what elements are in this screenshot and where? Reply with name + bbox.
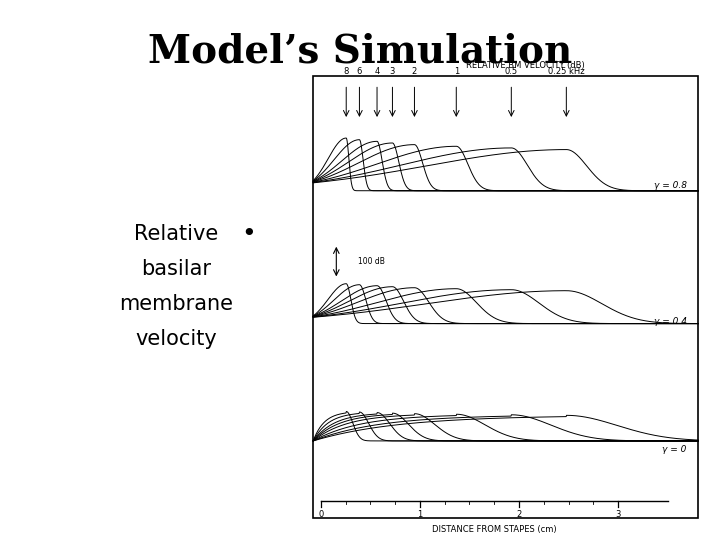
Bar — [313, 76, 698, 518]
Text: 4: 4 — [374, 68, 379, 76]
Text: 1: 1 — [418, 510, 423, 519]
Text: 100 dB: 100 dB — [358, 257, 384, 266]
Text: 2: 2 — [412, 68, 417, 76]
Text: •: • — [241, 221, 256, 246]
Text: 1: 1 — [454, 68, 459, 76]
Text: 8: 8 — [343, 68, 349, 76]
Text: γ = 0.4: γ = 0.4 — [654, 317, 687, 326]
Text: 3: 3 — [616, 510, 621, 519]
Text: γ = 0.8: γ = 0.8 — [654, 181, 687, 190]
Text: Model’s Simulation: Model’s Simulation — [148, 32, 572, 70]
Text: DISTANCE FROM STAPES (cm): DISTANCE FROM STAPES (cm) — [432, 525, 557, 534]
Text: γ = 0: γ = 0 — [662, 446, 687, 454]
Text: 0: 0 — [318, 510, 323, 519]
Text: basilar: basilar — [141, 259, 212, 279]
Text: 2: 2 — [516, 510, 521, 519]
Text: 3: 3 — [390, 68, 395, 76]
Text: Relative: Relative — [134, 224, 219, 244]
Text: 0.25 kHz: 0.25 kHz — [548, 68, 585, 76]
Text: velocity: velocity — [135, 329, 217, 349]
Text: RELATIVE BM VELOCITY (dB): RELATIVE BM VELOCITY (dB) — [466, 61, 585, 70]
Text: 0.5: 0.5 — [505, 68, 518, 76]
Text: membrane: membrane — [120, 294, 233, 314]
Text: 6: 6 — [356, 68, 362, 76]
